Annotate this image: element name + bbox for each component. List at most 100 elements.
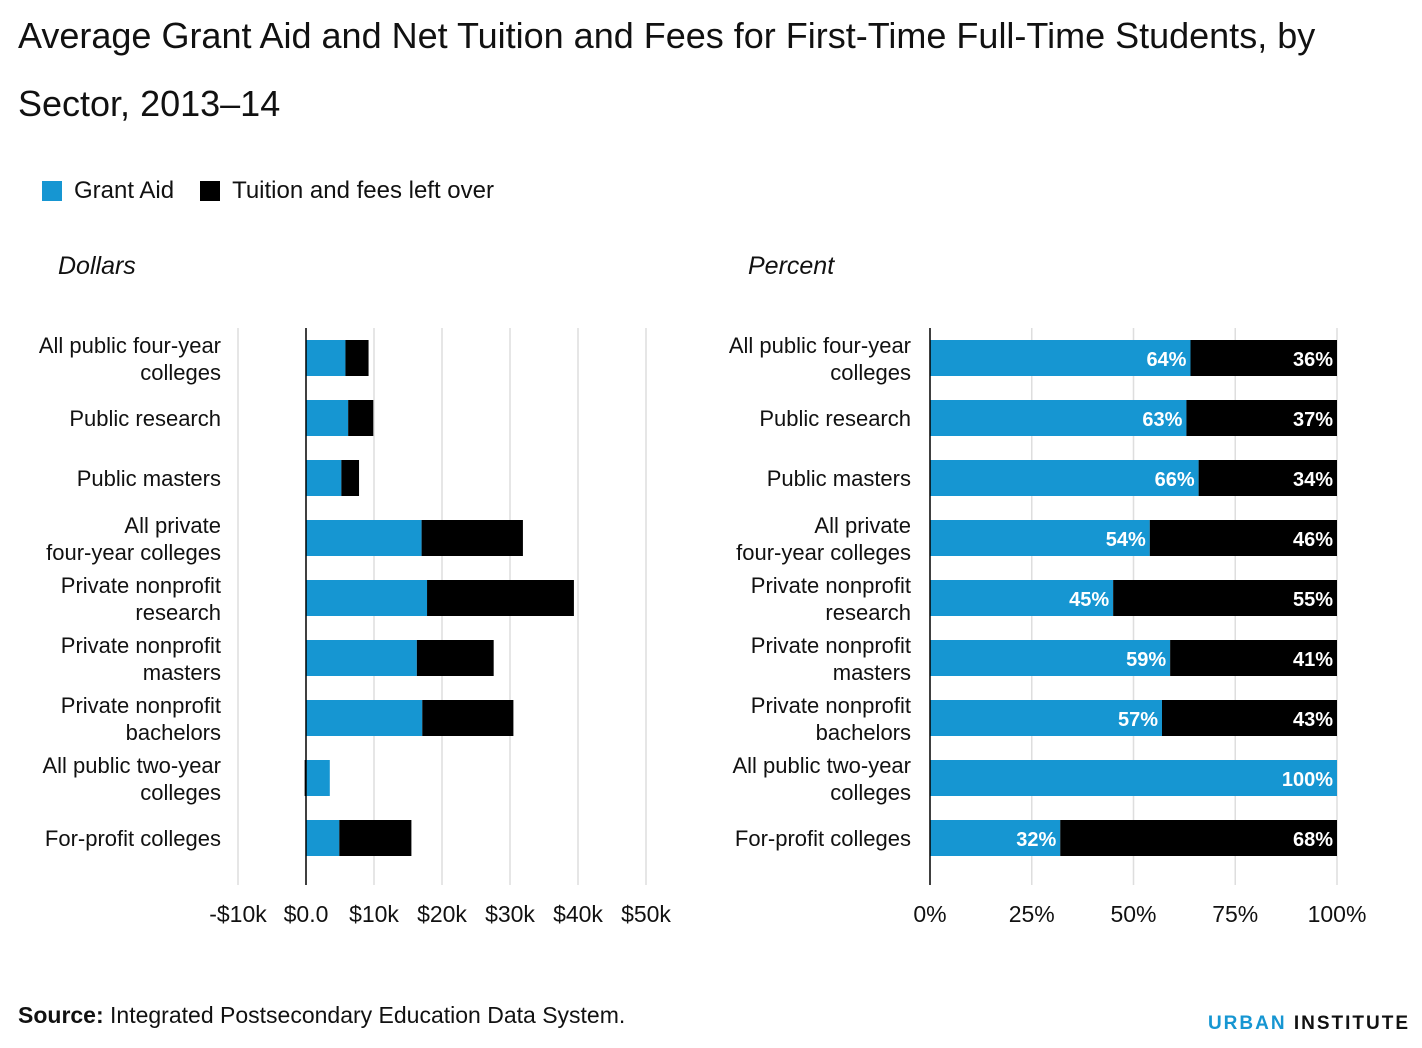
category-label-line: Public masters [77,466,221,491]
category-label: All private four-year colleges [736,513,911,565]
data-label: 37% [1293,409,1333,431]
legend-item-tuition: Tuition and fees left over [200,177,494,205]
category-label-line: Private nonprofit [751,693,911,718]
category-label-line: All public four-year [729,333,911,358]
category-label-line: colleges [830,360,911,385]
category-label: All public four-year colleges [39,333,221,385]
category-label-line: four-year colleges [46,540,221,565]
bar-grant-aid [306,760,330,796]
category-label-line: All public four-year [39,333,221,358]
x-tick-label: $50k [621,901,671,927]
category-label: Public masters [767,466,911,491]
bar-grant-aid [930,700,1162,736]
data-label: 59% [1126,649,1166,671]
data-label: 63% [1142,409,1182,431]
category-label-line: masters [143,660,221,685]
bar-grant-aid [306,340,346,376]
category-label-line: research [135,600,221,625]
category-label: For-profit colleges [735,826,911,851]
bar-tuition-left [348,400,374,436]
bar-grant-aid [306,580,428,616]
bar-tuition-left [1190,340,1337,376]
category-label: Private nonprofit research [61,573,221,625]
category-label-line: colleges [140,360,221,385]
dollars-panel-label: Dollars [58,252,136,280]
category-label-line: All public two-year [732,753,911,778]
bar-tuition-left [1161,700,1337,736]
chart-title: Average Grant Aid and Net Tuition and Fe… [18,15,1316,124]
legend-swatch-grant-aid [42,181,62,201]
category-label-line: All private [124,513,221,538]
x-tick-label: $0.0 [284,901,329,927]
category-label-line: Private nonprofit [751,573,911,598]
data-label: 57% [1118,709,1158,731]
bar-grant-aid [306,520,422,556]
data-label: 64% [1146,349,1186,371]
category-label: Private nonprofit bachelors [61,693,221,745]
category-label-line: four-year colleges [736,540,911,565]
data-label: 54% [1106,529,1146,551]
legend: Grant Aid Tuition and fees left over [42,176,520,206]
bar-grant-aid [930,760,1337,796]
x-tick-label: $40k [553,901,603,927]
category-label-line: All public two-year [42,753,221,778]
category-label-line: bachelors [126,720,221,745]
category-label-line: colleges [830,780,911,805]
data-label: 34% [1293,469,1333,491]
bar-grant-aid [930,820,1061,856]
bar-tuition-left [341,460,360,496]
category-label: All private four-year colleges [46,513,221,565]
bar-grant-aid [930,640,1171,676]
legend-swatch-tuition [200,181,221,201]
brand-logo: URBAN INSTITUTE [1208,1013,1410,1035]
bar-grant-aid [930,520,1150,556]
category-label-line: Private nonprofit [61,633,221,658]
bar-tuition-left [427,580,574,616]
category-label: Public research [69,406,221,431]
category-label: Private nonprofit bachelors [751,693,911,745]
x-tick-label: 25% [1009,901,1055,927]
category-label: Private nonprofit masters [61,633,221,685]
category-label-line: For-profit colleges [735,826,911,851]
bar-tuition-left [421,520,523,556]
x-tick-label: 50% [1110,901,1156,927]
category-label-line: research [825,600,911,625]
category-label-line: Private nonprofit [61,693,221,718]
legend-label-grant-aid: Grant Aid [74,177,175,204]
data-label: 66% [1155,469,1195,491]
category-label-line: colleges [140,780,221,805]
bar-grant-aid [930,340,1191,376]
source-note: Source: Integrated Postsecondary Educati… [18,1002,625,1029]
data-label: 45% [1069,589,1109,611]
bar-grant-aid [930,460,1199,496]
chart-canvas: -$10k $0.0 $10k $20k $30k $40k $50k All public … [39,328,1366,927]
category-label: All public two-year colleges [732,753,911,805]
x-tick-label: 0% [913,901,946,927]
bar-tuition-left [416,640,494,676]
bar-grant-aid [930,580,1114,616]
bar-tuition-left [1113,580,1337,616]
category-label-line: For-profit colleges [45,826,221,851]
category-label: All public four-year colleges [729,333,911,385]
data-label: 36% [1293,349,1333,371]
data-label: 46% [1293,529,1333,551]
bar-grant-aid [306,460,342,496]
bar-tuition-left [422,700,514,736]
data-label: 32% [1016,829,1056,851]
category-label-line: Public research [69,406,221,431]
legend-label-tuition: Tuition and fees left over [232,177,494,204]
bar-grant-aid [306,700,423,736]
legend-item-grant-aid: Grant Aid [42,177,174,205]
category-label-line: Public masters [767,466,911,491]
category-label: All public two-year colleges [42,753,221,805]
data-label: 55% [1293,589,1333,611]
data-label: 68% [1293,829,1333,851]
bar-tuition-left [1149,520,1337,556]
category-label-line: Private nonprofit [61,573,221,598]
percent-panel-label: Percent [748,252,835,280]
bar-grant-aid [306,640,417,676]
bar-tuition-left [1060,820,1337,856]
category-label-line: Private nonprofit [751,633,911,658]
bar-tuition-left [1198,460,1337,496]
data-label: 100% [1282,769,1333,791]
